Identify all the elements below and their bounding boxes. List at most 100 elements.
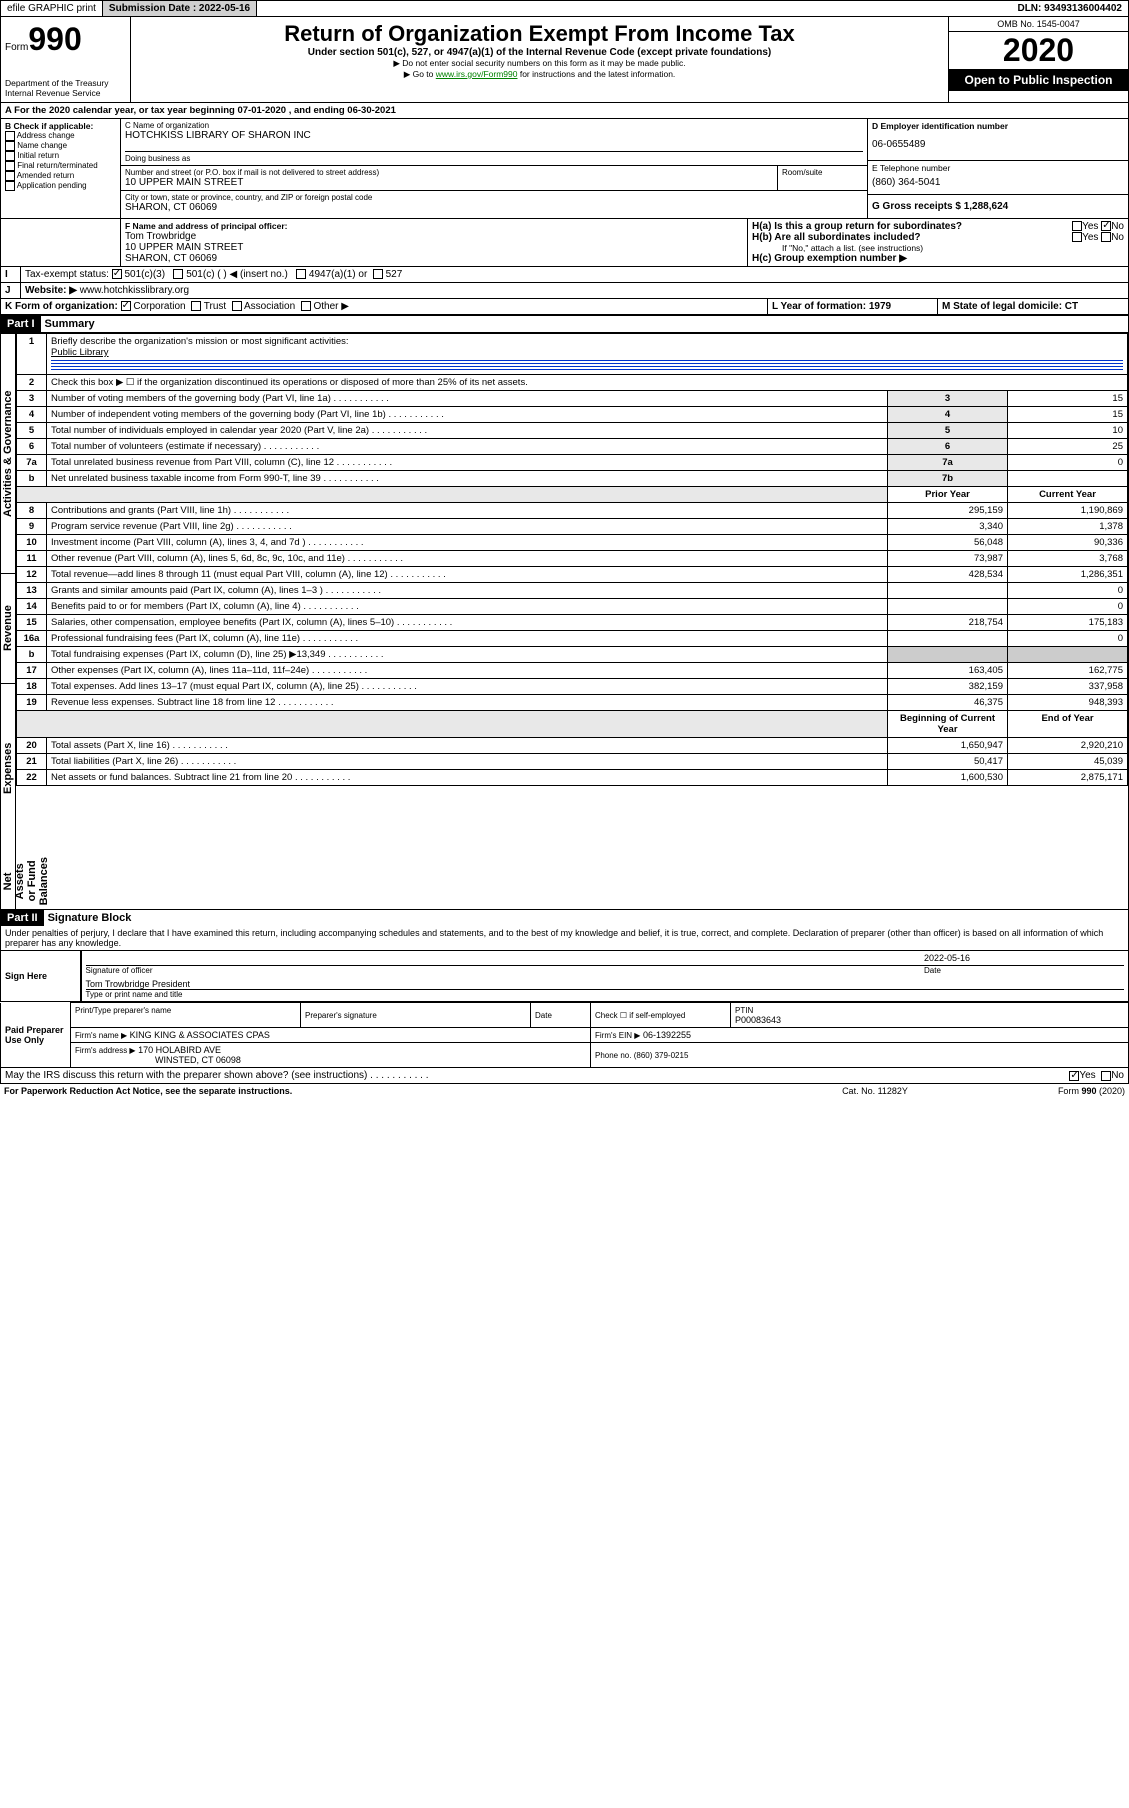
side-revenue: Revenue — [1, 573, 15, 683]
subtitle: Under section 501(c), 527, or 4947(a)(1)… — [135, 47, 944, 58]
cb-trust[interactable] — [191, 301, 201, 311]
form-foot: Form 990 (2020) — [975, 1086, 1125, 1096]
open-inspection: Open to Public Inspection — [949, 69, 1128, 91]
org-name: HOTCHKISS LIBRARY OF SHARON INC — [125, 130, 863, 141]
line-KLM: K Form of organization: Corporation Trus… — [0, 299, 1129, 315]
part1-body: Activities & Governance Revenue Expenses… — [0, 332, 1129, 910]
section-BCDEFG: B Check if applicable: Address change Na… — [0, 119, 1129, 219]
side-expenses: Expenses — [1, 683, 15, 853]
J-label: J — [1, 283, 21, 298]
city-label: City or town, state or province, country… — [125, 193, 863, 202]
irs-link[interactable]: www.irs.gov/Form990 — [436, 69, 518, 79]
lbl-501c3: 501(c)(3) — [124, 269, 165, 280]
Hb-yes[interactable] — [1072, 232, 1082, 242]
summary-row: 18Total expenses. Add lines 13–17 (must … — [17, 679, 1128, 695]
title-main: Return of Organization Exempt From Incom… — [135, 21, 944, 47]
discuss-no: No — [1111, 1070, 1124, 1081]
end-hdr: End of Year — [1008, 711, 1128, 738]
form-number: 990 — [28, 21, 81, 57]
B-item: Application pending — [5, 181, 116, 191]
firm-addr1: 170 HOLABIRD AVE — [138, 1045, 221, 1055]
gov-row: 7aTotal unrelated business revenue from … — [17, 455, 1128, 471]
paperwork: For Paperwork Reduction Act Notice, see … — [4, 1086, 292, 1096]
summary-table: 1 Briefly describe the organization's mi… — [16, 333, 1128, 786]
curr-hdr: Current Year — [1008, 487, 1128, 503]
form-word: Form — [5, 42, 28, 53]
line-I: I Tax-exempt status: 501(c)(3) 501(c) ( … — [0, 267, 1129, 283]
summary-row: 20Total assets (Part X, line 16) 1,650,9… — [17, 738, 1128, 754]
summary-row: 9Program service revenue (Part VIII, lin… — [17, 519, 1128, 535]
cb-501c[interactable] — [173, 269, 183, 279]
officer-addr2: SHARON, CT 06069 — [125, 253, 743, 264]
omb-number: OMB No. 1545-0047 — [949, 17, 1128, 32]
discuss-yes-cb[interactable] — [1069, 1071, 1079, 1081]
sig-date: 2022-05-16 — [924, 953, 1124, 963]
dba-label: Doing business as — [125, 151, 863, 163]
I-label: I — [1, 267, 21, 282]
check-self: Check ☐ if self-employed — [595, 1011, 685, 1020]
prep-date-lbl: Date — [535, 1011, 552, 1020]
website: www.hotchkisslibrary.org — [80, 285, 189, 296]
lbl-527: 527 — [386, 269, 403, 280]
no2: No — [1111, 232, 1124, 243]
gov-row: 3Number of voting members of the governi… — [17, 391, 1128, 407]
L-year: L Year of formation: 1979 — [772, 301, 891, 312]
city: SHARON, CT 06069 — [125, 202, 863, 213]
firm-ein-lbl: Firm's EIN ▶ — [595, 1031, 640, 1040]
part2-hdr: Part II — [1, 910, 44, 926]
K-label: K Form of organization: — [5, 301, 118, 312]
lbl-assoc: Association — [244, 301, 295, 312]
tax-status-label: Tax-exempt status: — [25, 269, 109, 280]
cb-other[interactable] — [301, 301, 311, 311]
M-state: M State of legal domicile: CT — [942, 301, 1078, 312]
r1-label: Briefly describe the organization's miss… — [51, 336, 349, 347]
lbl-trust: Trust — [204, 301, 226, 312]
street-label: Number and street (or P.O. box if mail i… — [125, 168, 773, 177]
no1: No — [1111, 221, 1124, 232]
Hb-no[interactable] — [1101, 232, 1111, 242]
ein: 06-0655489 — [872, 131, 1124, 158]
cb-corp[interactable] — [121, 301, 131, 311]
side-netassets: Net Assets or Fund Balances — [1, 853, 15, 909]
officer-name: Tom Trowbridge — [125, 231, 743, 242]
begin-hdr: Beginning of Current Year — [888, 711, 1008, 738]
gov-row: 6Total number of volunteers (estimate if… — [17, 439, 1128, 455]
Ha-yes[interactable] — [1072, 221, 1082, 231]
B-item: Address change — [5, 131, 116, 141]
summary-row: 19Revenue less expenses. Subtract line 1… — [17, 695, 1128, 711]
room-label: Room/suite — [782, 168, 863, 177]
sig-officer-lbl: Signature of officer — [86, 966, 925, 975]
footer: For Paperwork Reduction Act Notice, see … — [0, 1084, 1129, 1098]
summary-row: 10Investment income (Part VIII, column (… — [17, 535, 1128, 551]
cb-assoc[interactable] — [232, 301, 242, 311]
cb-4947[interactable] — [296, 269, 306, 279]
efile-label: efile GRAPHIC print — [1, 1, 103, 16]
ptin-lbl: PTIN — [735, 1006, 753, 1015]
form-header: Form990 Department of the Treasury Inter… — [0, 17, 1129, 103]
file-header: efile GRAPHIC print Submission Date : 20… — [0, 0, 1129, 17]
E-label: E Telephone number — [872, 163, 1124, 173]
irs-label: Internal Revenue Service — [5, 88, 126, 98]
website-label: Website: ▶ — [25, 285, 77, 296]
gov-row: 5Total number of individuals employed in… — [17, 423, 1128, 439]
officer-print: Tom Trowbridge President — [86, 979, 1125, 990]
dln: DLN: 93493136004402 — [1011, 1, 1128, 16]
sectionA-year: A For the 2020 calendar year, or tax yea… — [0, 103, 1129, 119]
discuss-row: May the IRS discuss this return with the… — [0, 1068, 1129, 1084]
B-item: Initial return — [5, 151, 116, 161]
summary-row: 16aProfessional fundraising fees (Part I… — [17, 631, 1128, 647]
firm-name: KING KING & ASSOCIATES CPAS — [130, 1030, 270, 1040]
discuss-yes: Yes — [1079, 1070, 1095, 1081]
discuss-no-cb[interactable] — [1101, 1071, 1111, 1081]
cb-501c3[interactable] — [112, 269, 122, 279]
cb-527[interactable] — [373, 269, 383, 279]
summary-row: 21Total liabilities (Part X, line 26) 50… — [17, 754, 1128, 770]
prior-hdr: Prior Year — [888, 487, 1008, 503]
paid-preparer: Paid Preparer Use Only — [1, 1003, 71, 1068]
note-ssn: ▶ Do not enter social security numbers o… — [135, 58, 944, 69]
Ha-no[interactable] — [1101, 221, 1111, 231]
section-FH: F Name and address of principal officer:… — [0, 219, 1129, 267]
Hc-label: H(c) Group exemption number ▶ — [752, 253, 907, 264]
part1-title: Summary — [41, 316, 99, 332]
yes1: Yes — [1082, 221, 1098, 232]
